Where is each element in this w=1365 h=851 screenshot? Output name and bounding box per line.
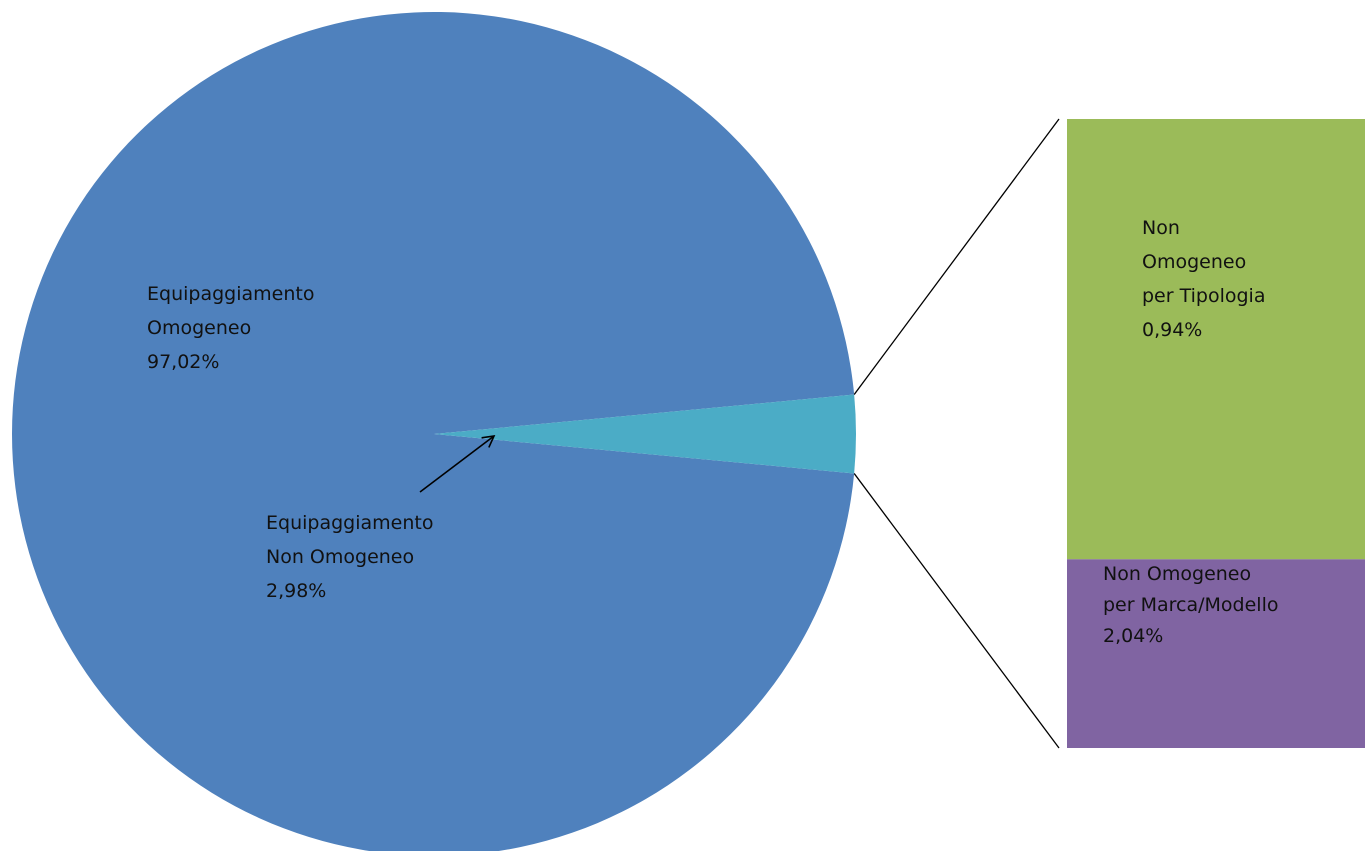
data-label-marca: Non Omogeneo per Marca/Modello 2,04% [1103, 563, 1278, 647]
connector-line-top [853, 118, 1060, 395]
pie-slice-omogeneo [12, 12, 855, 851]
connector-line-bottom [853, 473, 1060, 749]
data-label-tipologia: Non Omogeneo per Tipologia 0,94% [1142, 217, 1265, 341]
bar-segment-tipologia [1067, 119, 1365, 560]
bar-segment-marca [1067, 559, 1365, 748]
pie-slice-non_omogeneo [434, 394, 856, 474]
arrow-icon [419, 434, 496, 493]
data-label-omogeneo: Equipaggiamento Omogeneo 97,02% [147, 283, 314, 373]
data-label-non_omogeneo: Equipaggiamento Non Omogeneo 2,98% [266, 512, 433, 602]
